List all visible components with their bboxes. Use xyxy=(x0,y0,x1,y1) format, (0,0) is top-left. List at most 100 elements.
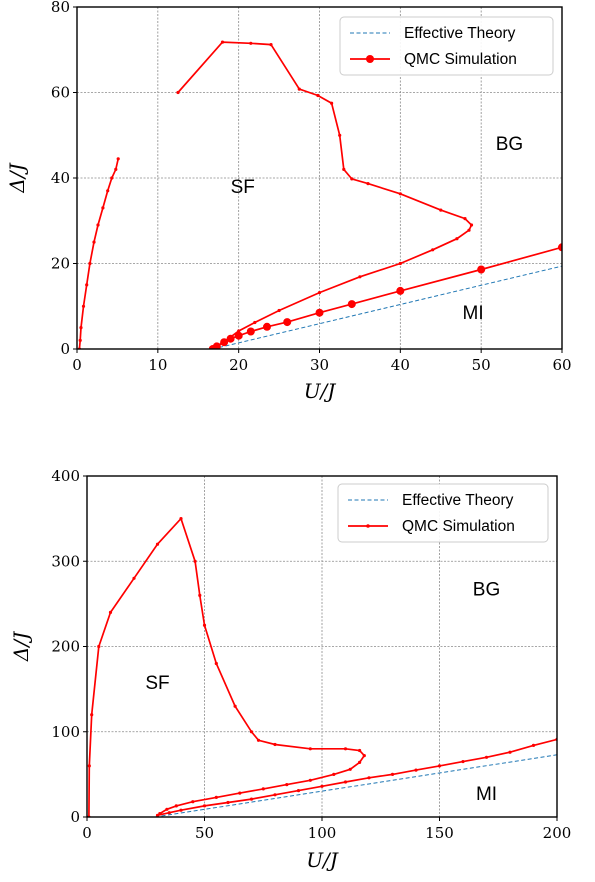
data-point xyxy=(398,261,402,266)
legend-label: QMC Simulation xyxy=(402,518,515,535)
data-point xyxy=(249,797,254,801)
data-point xyxy=(461,760,465,764)
data-point xyxy=(256,738,261,742)
data-point xyxy=(234,331,243,340)
data-point xyxy=(238,791,242,795)
data-point xyxy=(253,320,257,325)
y-axis-label: Δ/J xyxy=(9,631,33,662)
data-point xyxy=(249,41,253,45)
data-point xyxy=(85,283,89,287)
data-point xyxy=(229,335,233,339)
region-label-bg: BG xyxy=(496,134,523,155)
y-tick-label: 20 xyxy=(51,255,70,273)
series-line-2 xyxy=(212,246,562,349)
data-point xyxy=(202,623,207,627)
data-point xyxy=(155,813,160,817)
x-tick-label: 150 xyxy=(425,824,454,842)
data-point xyxy=(439,208,443,212)
data-point xyxy=(320,784,324,788)
data-point xyxy=(87,764,91,768)
x-tick-label: 10 xyxy=(148,356,167,374)
x-tick-label: 30 xyxy=(310,356,329,374)
data-point xyxy=(167,811,171,815)
data-point xyxy=(233,704,237,708)
data-point xyxy=(308,778,312,782)
data-point xyxy=(338,133,342,137)
data-point xyxy=(261,787,265,791)
data-point xyxy=(367,776,371,780)
data-point xyxy=(358,275,362,279)
region-label-mi: MI xyxy=(463,303,484,324)
plot-area xyxy=(77,40,562,349)
chart-2: 0 50 100 150 200 0 100 200 300 400 U/J Δ/J SF BG MI Eff… xyxy=(9,467,571,872)
legend-box xyxy=(337,483,549,543)
data-point xyxy=(79,326,83,330)
data-point xyxy=(348,767,352,771)
data-point xyxy=(198,593,202,598)
data-point xyxy=(396,286,405,295)
data-point xyxy=(132,576,136,580)
data-point xyxy=(88,261,92,266)
data-point xyxy=(78,338,82,342)
data-point xyxy=(101,206,105,210)
region-label-sf: SF xyxy=(145,673,169,694)
data-point xyxy=(350,177,354,181)
data-point xyxy=(283,318,292,327)
data-point xyxy=(165,807,169,811)
data-point xyxy=(191,800,195,804)
data-point xyxy=(97,644,101,649)
data-point xyxy=(220,40,225,44)
data-point xyxy=(558,243,562,252)
legend-marker xyxy=(366,524,370,528)
legend: Effective Theory QMC Simulation xyxy=(339,16,554,76)
data-point xyxy=(96,223,100,227)
data-point xyxy=(366,182,370,186)
x-tick-label: 0 xyxy=(82,824,92,842)
data-point xyxy=(108,610,113,615)
data-point xyxy=(220,341,225,345)
data-point xyxy=(437,764,442,768)
y-tick-label: 100 xyxy=(51,723,80,741)
data-point xyxy=(158,812,162,816)
data-point xyxy=(469,223,474,227)
data-point xyxy=(114,167,118,171)
data-point xyxy=(463,217,467,221)
data-point xyxy=(92,240,96,244)
y-tick-label: 300 xyxy=(51,552,80,570)
x-tick-label: 0 xyxy=(72,356,82,374)
x-tick-label: 50 xyxy=(472,356,491,374)
data-point xyxy=(316,93,320,98)
data-point xyxy=(315,308,324,317)
data-point xyxy=(179,808,183,812)
data-point xyxy=(179,517,183,521)
data-point xyxy=(343,780,348,784)
data-point xyxy=(342,167,346,171)
data-point xyxy=(193,559,197,563)
data-point xyxy=(330,101,334,105)
x-tick-label: 100 xyxy=(308,824,337,842)
data-point xyxy=(531,743,536,748)
data-point xyxy=(273,742,277,747)
x-tick-label: 50 xyxy=(195,824,214,842)
region-label-sf: SF xyxy=(231,177,255,198)
y-tick-label: 0 xyxy=(70,808,80,826)
data-point xyxy=(226,800,230,805)
data-point xyxy=(477,265,486,274)
x-tick-label: 20 xyxy=(229,356,248,374)
data-point xyxy=(110,176,114,180)
x-tick-label: 60 xyxy=(552,356,571,374)
legend-box xyxy=(339,16,554,76)
data-point xyxy=(263,322,271,331)
data-point xyxy=(106,189,110,193)
data-point xyxy=(237,329,241,333)
data-point xyxy=(214,661,218,666)
data-point xyxy=(358,760,362,765)
data-point xyxy=(455,237,459,241)
data-point xyxy=(277,308,281,313)
series-line-3 xyxy=(177,41,473,349)
data-point xyxy=(343,747,348,751)
data-point xyxy=(226,334,235,343)
data-point xyxy=(212,346,216,349)
legend-label: QMC Simulation xyxy=(404,51,517,68)
data-point xyxy=(176,90,180,95)
